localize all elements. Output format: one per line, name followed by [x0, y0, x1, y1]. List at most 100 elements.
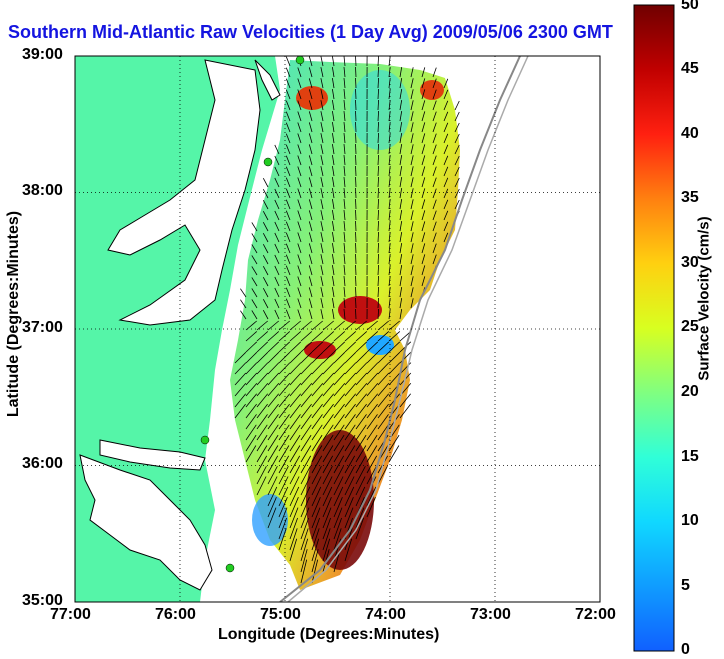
- velocity-arrow: [234, 393, 247, 408]
- velocity-arrow: [297, 111, 302, 122]
- velocity-arrow: [300, 486, 311, 507]
- velocity-arrow: [274, 254, 280, 265]
- velocity-arrow: [410, 155, 414, 166]
- velocity-arrow: [454, 166, 460, 177]
- y-tick: 36:00: [22, 455, 63, 472]
- velocity-arrow: [300, 538, 309, 562]
- hotspot-south: [306, 430, 374, 570]
- velocity-arrow: [308, 144, 313, 155]
- velocity-arrow: [399, 276, 403, 287]
- velocity-arrow: [320, 67, 324, 78]
- albemarle-sound: [99, 439, 206, 471]
- delaware-bay: [254, 59, 281, 101]
- velocity-arrow: [410, 221, 414, 232]
- velocity-arrow: [410, 166, 414, 177]
- velocity-arrow: [377, 66, 379, 78]
- velocity-arrow: [285, 243, 291, 254]
- velocity-arrow: [332, 100, 335, 111]
- velocity-arrow: [251, 255, 258, 265]
- velocity-arrow: [308, 100, 313, 111]
- velocity-arrow: [344, 414, 356, 430]
- velocity-arrow: [289, 434, 301, 452]
- colorbar-tick: 20: [681, 383, 699, 400]
- velocity-arrow: [355, 362, 368, 375]
- velocity-arrow: [278, 341, 291, 353]
- velocity-arrow: [308, 67, 313, 78]
- velocity-arrow: [399, 210, 403, 221]
- velocity-arrow: [432, 111, 437, 122]
- velocity-arrow: [377, 88, 379, 100]
- velocity-arrow: [366, 331, 379, 342]
- velocity-arrow: [322, 507, 332, 529]
- velocity-arrow: [245, 320, 257, 331]
- velocity-arrow: [308, 56, 313, 67]
- velocity-arrow: [267, 476, 278, 496]
- velocity-arrow: [377, 56, 379, 67]
- velocity-arrow: [332, 111, 335, 122]
- velocity-arrow: [355, 297, 357, 309]
- velocity-arrow: [297, 309, 302, 320]
- velocity-arrow: [443, 210, 449, 221]
- velocity-arrow: [432, 177, 437, 188]
- velocity-arrow: [300, 507, 310, 529]
- velocity-arrow: [333, 393, 346, 408]
- velocity-arrow: [399, 254, 403, 265]
- velocity-arrow: [311, 517, 320, 540]
- x-tick: 72:00: [575, 606, 616, 623]
- velocity-arrow: [320, 287, 324, 298]
- velocity-arrow: [274, 309, 280, 320]
- velocity-arrow: [410, 265, 414, 276]
- velocity-arrow: [311, 476, 322, 496]
- velocity-arrow: [285, 166, 291, 177]
- velocity-arrow: [267, 445, 279, 463]
- velocity-arrow: [366, 445, 378, 463]
- velocity-arrow: [377, 242, 379, 254]
- velocity-arrow: [388, 166, 391, 177]
- velocity-arrow: [332, 298, 335, 309]
- velocity-arrow: [421, 122, 426, 133]
- velocity-arrow: [289, 528, 298, 551]
- velocity-arrow: [399, 331, 412, 342]
- station-marker-1: [295, 56, 305, 65]
- velocity-arrow: [332, 232, 335, 243]
- velocity-arrow: [343, 100, 346, 111]
- colorbar-tick: 15: [681, 448, 699, 465]
- velocity-arrow: [322, 497, 332, 518]
- velocity-arrow: [343, 67, 346, 78]
- velocity-arrow: [297, 166, 302, 177]
- velocity-arrow: [333, 362, 346, 375]
- velocity-arrow: [366, 434, 378, 452]
- velocity-arrow: [333, 476, 344, 496]
- velocity-arrow: [308, 188, 313, 199]
- velocity-arrow: [344, 455, 356, 474]
- velocity-arrow: [388, 276, 391, 287]
- velocity-arrow: [443, 232, 449, 243]
- velocity-arrow: [377, 320, 389, 331]
- velocity-arrow: [311, 320, 323, 331]
- velocity-arrow: [267, 434, 279, 452]
- velocity-arrow: [344, 476, 355, 496]
- velocity-arrow: [388, 188, 391, 199]
- velocity-arrow: [410, 89, 414, 100]
- velocity-arrow: [443, 100, 449, 111]
- velocity-arrow: [320, 243, 324, 254]
- velocity-arrow: [377, 351, 390, 364]
- velocity-arrow: [274, 144, 280, 155]
- velocity-arrow: [399, 155, 403, 166]
- velocity-arrow: [333, 517, 342, 540]
- velocity-arrow: [262, 200, 269, 210]
- velocity-arrow: [297, 177, 302, 188]
- velocity-arrow: [285, 199, 291, 210]
- velocity-arrow: [377, 264, 379, 276]
- velocity-arrow: [308, 111, 313, 122]
- velocity-arrow: [343, 166, 346, 177]
- velocity-arrow: [311, 351, 324, 364]
- velocity-arrow: [289, 414, 301, 430]
- velocity-arrow: [344, 445, 356, 463]
- velocity-arrow: [262, 178, 269, 188]
- velocity-arrow: [285, 67, 291, 78]
- velocity-arrow: [355, 264, 357, 276]
- velocity-arrow: [355, 341, 368, 353]
- velocity-arrow: [432, 122, 437, 133]
- velocity-arrow: [285, 287, 291, 298]
